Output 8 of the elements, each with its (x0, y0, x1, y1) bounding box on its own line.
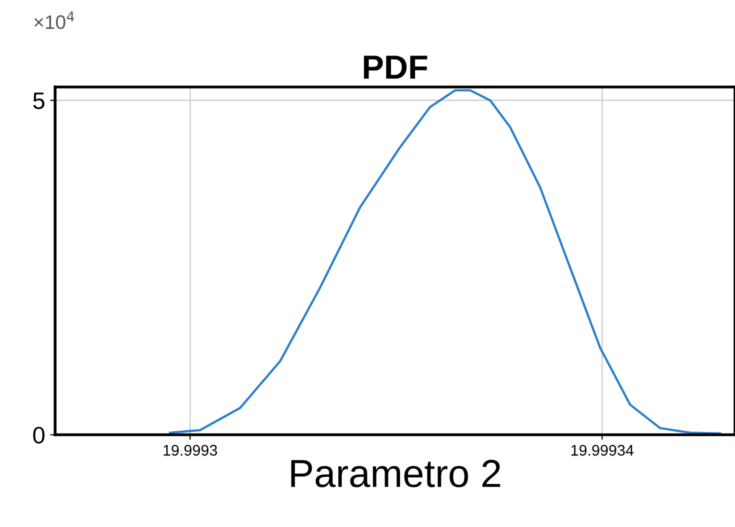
y-tick-label: 5 (33, 92, 44, 110)
y-tick-label: 0 (33, 426, 44, 444)
x-tick-label: 19.99934 (571, 444, 634, 456)
chart-title: PDF (364, 56, 428, 79)
x-axis-title: Parametro 2 (291, 460, 500, 488)
line-series (168, 89, 722, 435)
x-tick-label: 19.9993 (164, 444, 218, 456)
text: ×10$^{4}$ (34, 11, 74, 30)
